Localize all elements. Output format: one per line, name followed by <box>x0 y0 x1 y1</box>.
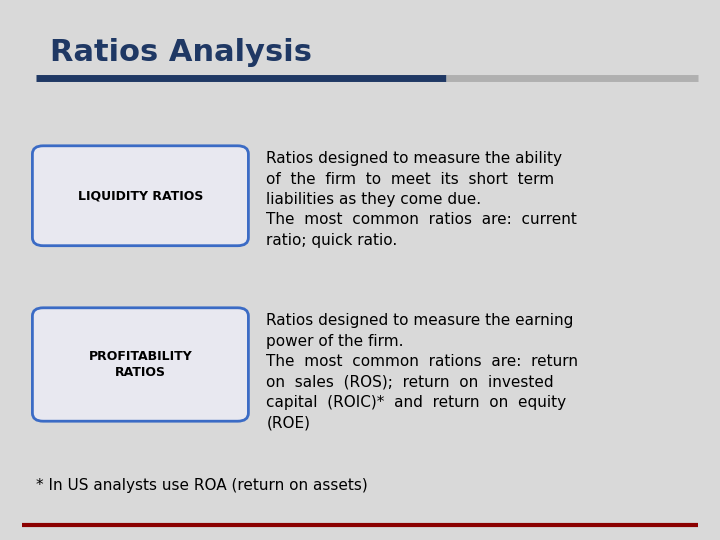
Text: LIQUIDITY RATIOS: LIQUIDITY RATIOS <box>78 189 203 202</box>
Text: Ratios designed to measure the earning
power of the firm.
The  most  common  rat: Ratios designed to measure the earning p… <box>266 313 578 430</box>
FancyBboxPatch shape <box>32 308 248 421</box>
FancyBboxPatch shape <box>32 146 248 246</box>
Text: PROFITABILITY
RATIOS: PROFITABILITY RATIOS <box>89 350 192 379</box>
Text: Ratios designed to measure the ability
of  the  firm  to  meet  its  short  term: Ratios designed to measure the ability o… <box>266 151 577 248</box>
Text: * In US analysts use ROA (return on assets): * In US analysts use ROA (return on asse… <box>36 478 368 493</box>
Text: Ratios Analysis: Ratios Analysis <box>50 38 312 67</box>
